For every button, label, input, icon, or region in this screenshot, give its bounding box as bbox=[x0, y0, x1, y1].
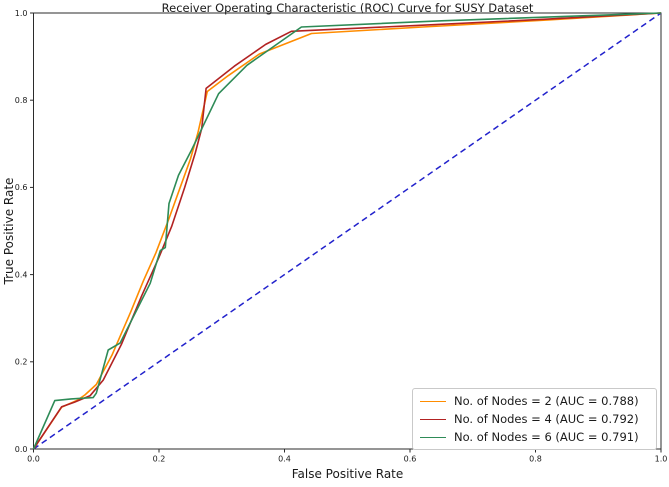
svg-text:1.0: 1.0 bbox=[15, 9, 28, 18]
legend-item-nodes-2: No. of Nodes = 2 (AUC = 0.788) bbox=[420, 392, 650, 410]
svg-text:0.4: 0.4 bbox=[15, 270, 28, 279]
legend-line-swatch-red bbox=[420, 418, 446, 420]
legend-line-swatch-green bbox=[420, 436, 446, 438]
svg-text:0.2: 0.2 bbox=[15, 358, 28, 367]
svg-text:0.0: 0.0 bbox=[15, 445, 28, 454]
legend-line-swatch-orange bbox=[420, 400, 446, 402]
legend-item-nodes-4: No. of Nodes = 4 (AUC = 0.792) bbox=[420, 410, 650, 428]
legend-item-label: No. of Nodes = 2 (AUC = 0.788) bbox=[454, 394, 639, 408]
svg-text:0.4: 0.4 bbox=[278, 455, 291, 464]
x-axis-label: False Positive Rate bbox=[291, 467, 404, 481]
legend-item-label: No. of Nodes = 6 (AUC = 0.791) bbox=[454, 430, 639, 444]
svg-text:0.6: 0.6 bbox=[15, 183, 28, 192]
svg-text:0.8: 0.8 bbox=[529, 455, 542, 464]
svg-text:1.0: 1.0 bbox=[655, 455, 668, 464]
svg-text:0.0: 0.0 bbox=[27, 455, 40, 464]
chart-title: Receiver Operating Characteristic (ROC) … bbox=[161, 1, 534, 15]
y-axis-label: True Positive Rate bbox=[2, 177, 16, 285]
legend: No. of Nodes = 2 (AUC = 0.788) No. of No… bbox=[412, 388, 657, 450]
legend-item-label: No. of Nodes = 4 (AUC = 0.792) bbox=[454, 412, 639, 426]
svg-text:0.6: 0.6 bbox=[404, 455, 417, 464]
svg-text:0.2: 0.2 bbox=[153, 455, 166, 464]
svg-text:0.8: 0.8 bbox=[15, 96, 28, 105]
legend-item-nodes-6: No. of Nodes = 6 (AUC = 0.791) bbox=[420, 428, 650, 446]
